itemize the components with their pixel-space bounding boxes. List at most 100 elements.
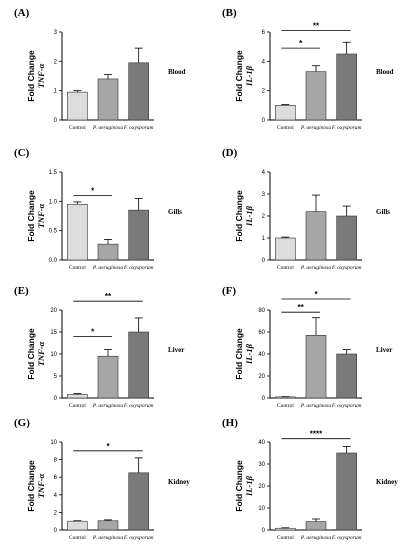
panel-f: (F) Fold Change IL-1β 0 20 40 60 80 Control P. ae… bbox=[222, 285, 392, 409]
panel-label: (A) bbox=[14, 7, 30, 19]
bar bbox=[305, 211, 327, 261]
y-tick-label: 2 bbox=[54, 510, 58, 516]
significance-marker: * bbox=[91, 327, 95, 336]
panel-label: (H) bbox=[222, 417, 238, 429]
bar bbox=[97, 78, 119, 121]
panel-h: (H) Fold Change IL-1β 0 10 20 30 40 Control P. ae… bbox=[222, 417, 398, 541]
bar bbox=[128, 62, 149, 121]
bar bbox=[97, 243, 119, 261]
y-tick-label: 10 bbox=[50, 440, 57, 446]
y-tick-label: 0 bbox=[262, 118, 266, 124]
y-axis-label: Fold Change bbox=[26, 190, 36, 242]
y-axis-label: Fold Change bbox=[234, 50, 244, 102]
y-tick-label: 80 bbox=[258, 308, 265, 314]
y-tick-label: 3 bbox=[54, 30, 58, 36]
x-tick-label: Control bbox=[277, 125, 294, 131]
panel-e: (E) Fold Change TNF-α 0 5 10 15 20 Control P. aer… bbox=[14, 285, 184, 409]
y-tick-label: 4 bbox=[54, 493, 58, 499]
bar bbox=[97, 355, 119, 399]
y-tick-label: 20 bbox=[258, 374, 265, 380]
x-tick-label: P. aeruginosa bbox=[300, 265, 331, 271]
y-tick-label: 0 bbox=[262, 258, 266, 264]
panel-g: (G) Fold Change TNF-α 0 2 4 6 8 10 Control P. aeru… bbox=[14, 417, 190, 541]
y-tick-label: 1.0 bbox=[49, 199, 58, 205]
y-tick-label: 0.5 bbox=[49, 229, 58, 235]
x-tick-label: Control bbox=[69, 403, 86, 409]
y-tick-label: 15 bbox=[50, 330, 57, 336]
y-tick-label: 4 bbox=[262, 59, 266, 65]
bar bbox=[336, 53, 357, 121]
bar bbox=[67, 520, 88, 531]
panel-label: (G) bbox=[14, 417, 30, 429]
x-tick-label: F. oxysporum bbox=[123, 535, 154, 541]
panel-b: (B) Fold Change IL-1β 0 2 4 6 Control P. aerugin… bbox=[222, 7, 394, 131]
x-tick-label: Control bbox=[69, 535, 86, 541]
x-tick-label: P. aeruginosa bbox=[300, 535, 331, 541]
y-tick-label: 0 bbox=[54, 396, 58, 402]
significance-marker: * bbox=[314, 290, 318, 299]
y-tick-label: 8 bbox=[54, 458, 58, 464]
y-axis-label: Fold Change bbox=[26, 50, 36, 102]
y-axis-gene-label: IL-1β bbox=[244, 65, 254, 87]
tissue-label: Gills bbox=[168, 208, 182, 216]
y-tick-label: 30 bbox=[258, 462, 265, 468]
bar bbox=[336, 215, 357, 261]
y-tick-label: 1.5 bbox=[49, 170, 58, 176]
y-axis-gene-label: IL-1β bbox=[244, 343, 254, 365]
bar bbox=[67, 91, 88, 121]
panel-label: (D) bbox=[222, 147, 238, 159]
y-tick-label: 20 bbox=[50, 308, 57, 314]
significance-marker: * bbox=[299, 39, 303, 48]
panel-label: (F) bbox=[222, 285, 236, 297]
y-tick-label: 0 bbox=[54, 118, 58, 124]
x-tick-label: F. oxysporum bbox=[123, 403, 154, 409]
tissue-label: Gills bbox=[376, 208, 390, 216]
y-axis-label: Fold Change bbox=[26, 460, 36, 512]
x-tick-label: P. aeruginosa bbox=[92, 403, 123, 409]
panel-label: (E) bbox=[14, 285, 29, 297]
y-tick-label: 0.0 bbox=[49, 258, 58, 264]
bar bbox=[97, 520, 119, 531]
y-axis-gene-label: IL-1β bbox=[244, 475, 254, 497]
bar bbox=[336, 353, 357, 399]
tissue-label: Blood bbox=[168, 68, 186, 76]
x-tick-label: F. oxysporum bbox=[331, 265, 362, 271]
y-tick-label: 40 bbox=[258, 352, 265, 358]
y-axis-gene-label: TNF-α bbox=[36, 341, 46, 366]
y-tick-label: 4 bbox=[262, 170, 266, 176]
x-tick-label: P. aeruginosa bbox=[300, 125, 331, 131]
y-tick-label: 20 bbox=[258, 484, 265, 490]
bar bbox=[336, 452, 357, 531]
tissue-label: Kidney bbox=[168, 478, 190, 486]
y-tick-label: 5 bbox=[54, 374, 58, 380]
x-tick-label: F. oxysporum bbox=[123, 265, 154, 271]
tissue-label: Liver bbox=[376, 346, 392, 354]
x-tick-label: Control bbox=[69, 125, 86, 131]
y-axis-gene-label: TNF-α bbox=[36, 473, 46, 498]
x-tick-label: F. oxysporum bbox=[331, 403, 362, 409]
x-tick-label: F. oxysporum bbox=[331, 535, 362, 541]
y-tick-label: 0 bbox=[262, 396, 266, 402]
x-tick-label: P. aeruginosa bbox=[92, 265, 123, 271]
y-tick-label: 10 bbox=[258, 506, 265, 512]
significance-marker: ** bbox=[313, 22, 320, 31]
x-tick-label: F. oxysporum bbox=[123, 125, 154, 131]
y-tick-label: 1 bbox=[262, 236, 266, 242]
bar bbox=[128, 209, 149, 261]
y-tick-label: 0 bbox=[54, 528, 58, 534]
y-axis-gene-label: TNF-α bbox=[36, 203, 46, 228]
significance-marker: **** bbox=[310, 430, 323, 439]
tissue-label: Kidney bbox=[376, 478, 398, 486]
bar bbox=[305, 521, 327, 531]
bar bbox=[275, 527, 296, 531]
bar bbox=[128, 472, 149, 531]
panel-label: (B) bbox=[222, 7, 237, 19]
y-tick-label: 6 bbox=[54, 475, 58, 481]
x-tick-label: P. aeruginosa bbox=[300, 403, 331, 409]
y-axis-label: Fold Change bbox=[234, 190, 244, 242]
y-tick-label: 0 bbox=[262, 528, 266, 534]
x-tick-label: F. oxysporum bbox=[331, 125, 362, 131]
y-tick-label: 6 bbox=[262, 30, 266, 36]
bar bbox=[305, 71, 327, 121]
